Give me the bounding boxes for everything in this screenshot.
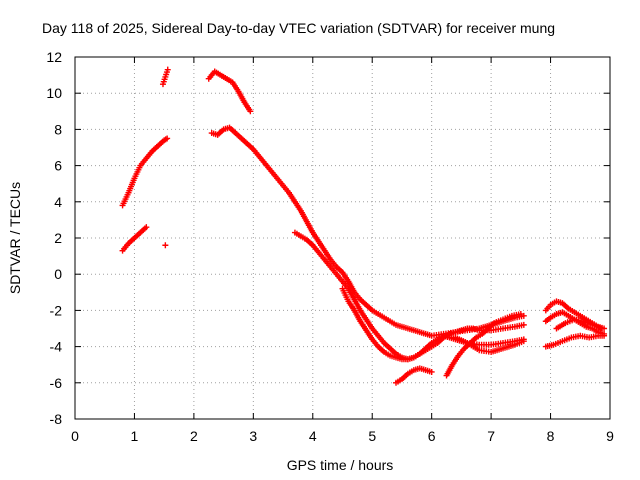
data-point — [164, 135, 171, 142]
y-tick-label: -8 — [50, 411, 63, 427]
x-tick-label: 4 — [309, 428, 317, 444]
grid — [75, 57, 610, 419]
x-tick-label: 5 — [368, 428, 376, 444]
y-tick-label: 12 — [46, 49, 62, 65]
x-tick-label: 2 — [190, 428, 198, 444]
y-axis-title: SDTVAR / TECUs — [7, 182, 23, 294]
y-tick-label: 8 — [54, 121, 62, 137]
x-tick-label: 6 — [428, 428, 436, 444]
data-point — [247, 108, 254, 115]
chart-title: Day 118 of 2025, Sidereal Day-to-day VTE… — [42, 20, 555, 36]
y-tick-label: -4 — [50, 339, 63, 355]
data-point — [164, 66, 171, 73]
data-point — [598, 325, 605, 332]
x-tick-label: 1 — [131, 428, 139, 444]
x-tick-label: 9 — [606, 428, 614, 444]
x-tick-label: 7 — [487, 428, 495, 444]
y-tick-label: -2 — [50, 302, 63, 318]
data-points — [119, 66, 608, 386]
data-point — [520, 321, 527, 328]
data-point — [162, 242, 169, 249]
x-axis-title: GPS time / hours — [287, 457, 394, 473]
data-point — [517, 311, 524, 318]
data-point — [520, 338, 527, 345]
y-tick-label: 0 — [54, 266, 62, 282]
y-tick-label: -6 — [50, 375, 63, 391]
x-tick-label: 0 — [71, 428, 79, 444]
data-point — [428, 368, 435, 375]
axis-ticks — [74, 56, 611, 420]
y-tick-label: 10 — [46, 85, 62, 101]
x-tick-label: 8 — [547, 428, 555, 444]
y-tick-label: 2 — [54, 230, 62, 246]
y-tick-label: 6 — [54, 158, 62, 174]
x-tick-label: 3 — [249, 428, 257, 444]
data-point — [143, 224, 150, 231]
data-point — [601, 332, 608, 339]
y-tick-label: 4 — [54, 194, 62, 210]
